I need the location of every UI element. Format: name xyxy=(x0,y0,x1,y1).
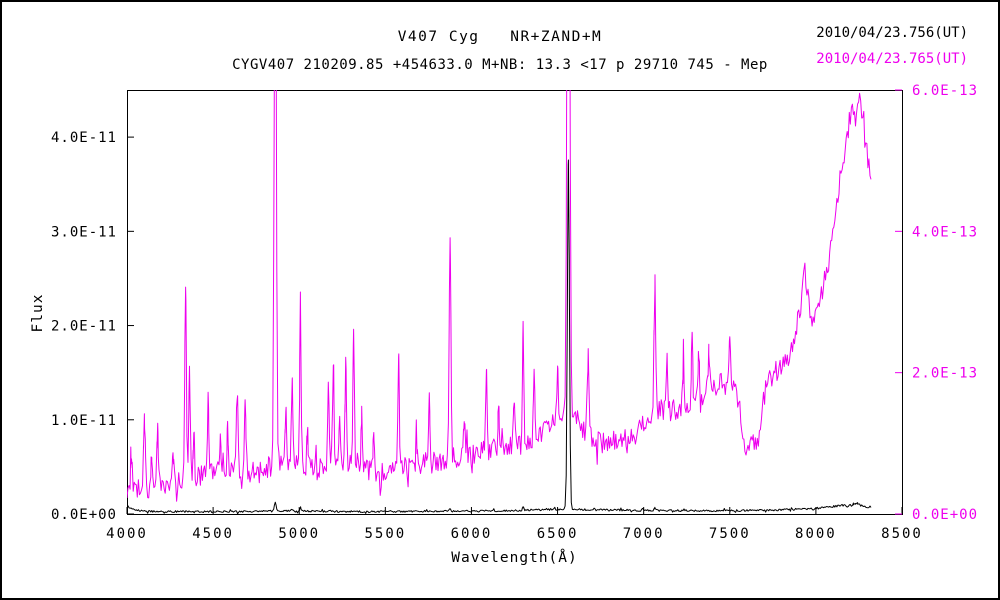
spectrum-magenta xyxy=(127,90,872,502)
x-tick-label: 5000 xyxy=(278,526,320,542)
x-tick-label: 4000 xyxy=(106,526,148,542)
x-tick-label: 8500 xyxy=(881,526,923,542)
y-left-tick-label: 4.0E-11 xyxy=(51,130,117,146)
x-axis-label: Wavelength(Å) xyxy=(451,550,578,566)
y-right-tick-label: 4.0E-13 xyxy=(912,224,978,240)
y-left-tick-label: 3.0E-11 xyxy=(51,224,117,240)
y-left-tick-label: 0.0E+00 xyxy=(51,507,117,523)
y-right-tick-label: 0.0E+00 xyxy=(912,507,978,523)
x-tick-label: 4500 xyxy=(192,526,234,542)
y-right-tick-label: 2.0E-13 xyxy=(912,366,978,382)
observation-date-magenta: 2010/04/23.765(UT) xyxy=(816,51,968,67)
x-tick-label: 7500 xyxy=(709,526,751,542)
x-tick-label: 6000 xyxy=(451,526,493,542)
y-right-tick-label: 6.0E-13 xyxy=(912,83,978,99)
observation-date-black: 2010/04/23.756(UT) xyxy=(816,25,968,41)
plot-frame xyxy=(127,90,903,515)
spectrum-black xyxy=(127,159,872,514)
x-tick-label: 5500 xyxy=(364,526,406,542)
x-tick-label: 6500 xyxy=(537,526,579,542)
x-tick-label: 7000 xyxy=(623,526,665,542)
y-left-tick-label: 1.0E-11 xyxy=(51,413,117,429)
plot-title: V407 Cyg NR+ZAND+M xyxy=(397,29,603,45)
y-left-tick-label: 2.0E-11 xyxy=(51,319,117,335)
plot-subtitle: CYGV407 210209.85 +454633.0 M+NB: 13.3 <… xyxy=(232,57,768,73)
x-tick-label: 8000 xyxy=(795,526,837,542)
